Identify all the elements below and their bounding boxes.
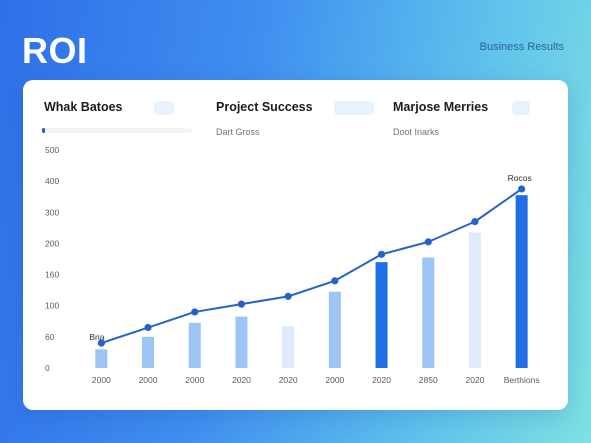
roi-chart: 0 60 100 160 200 300 400 500 2000 2000 2000 2020 202… xyxy=(45,145,540,385)
point-annotation: Rocos xyxy=(508,173,532,183)
metric-1-progress-fill xyxy=(42,128,45,133)
line-point xyxy=(518,185,526,193)
line-point xyxy=(237,300,246,308)
x-tick-label: 2020 xyxy=(465,375,484,385)
roi-logo: ROI xyxy=(22,30,88,71)
line-point xyxy=(377,250,386,258)
metric-1: Whak Batoes xyxy=(44,100,123,114)
metric-1-badge xyxy=(154,101,174,115)
bar xyxy=(282,325,295,368)
x-tick-label: 2000 xyxy=(185,375,204,385)
x-tick-label: 2850 xyxy=(419,375,438,385)
y-tick-label: 200 xyxy=(45,238,59,248)
x-tick-label: 2020 xyxy=(279,375,298,385)
bar xyxy=(95,349,108,368)
bar xyxy=(235,316,248,368)
metric-1-progress xyxy=(42,128,192,133)
metric-2-badge xyxy=(334,101,374,115)
x-tick-label: 2020 xyxy=(232,375,251,385)
bar xyxy=(375,262,388,368)
y-tick-label: 300 xyxy=(45,207,59,217)
bar xyxy=(468,232,481,368)
y-tick-label: 500 xyxy=(45,145,59,155)
y-tick-label: 160 xyxy=(45,270,59,280)
metric-3-subtitle: Doot Inarks xyxy=(393,127,440,137)
line-point xyxy=(284,292,292,300)
bar xyxy=(422,257,435,368)
x-tick-label: 2000 xyxy=(325,375,344,385)
y-tick-label: 0 xyxy=(45,363,50,373)
bar xyxy=(515,195,528,368)
chart-card: Whak Batoes Project Success Dart Gross M… xyxy=(23,80,568,410)
line-point xyxy=(97,339,105,347)
x-tick-label: 2000 xyxy=(139,375,158,385)
x-tick-label: Berthions xyxy=(504,375,540,385)
bar xyxy=(188,322,201,368)
bar xyxy=(142,336,155,368)
metric-3-badge xyxy=(512,101,530,115)
x-tick-label: 2020 xyxy=(372,375,391,385)
bar xyxy=(328,291,341,368)
metric-2-title: Project Success xyxy=(216,100,313,114)
line-point xyxy=(471,218,479,226)
metric-1-title: Whak Batoes xyxy=(44,100,123,114)
x-tick-label: 2000 xyxy=(92,375,111,385)
metric-3: Marjose Merries Doot Inarks xyxy=(393,100,489,137)
metric-2-subtitle: Dart Gross xyxy=(216,127,260,137)
y-tick-label: 100 xyxy=(45,301,59,311)
metric-2: Project Success Dart Gross xyxy=(216,100,313,137)
line-point xyxy=(191,308,199,316)
line-point xyxy=(331,277,339,285)
metric-3-title: Marjose Merries xyxy=(393,100,489,114)
y-tick-label: 60 xyxy=(45,332,55,342)
point-annotation: Bria xyxy=(89,332,104,342)
roi-line xyxy=(101,188,523,345)
line-point xyxy=(144,323,152,332)
y-tick-label: 400 xyxy=(45,176,59,186)
line-point xyxy=(424,238,432,246)
context-label: Business Results xyxy=(479,41,564,53)
